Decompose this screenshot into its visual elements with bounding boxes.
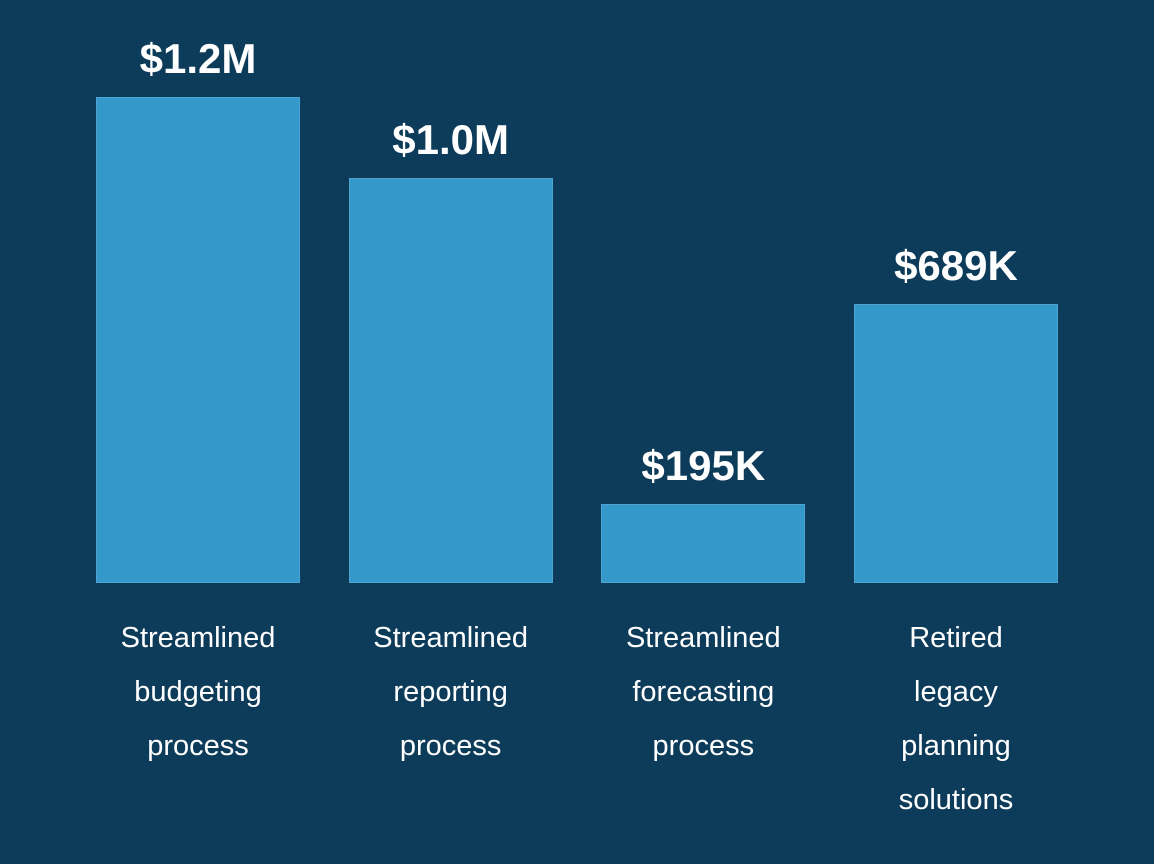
category-label-line: process (399, 730, 502, 762)
category-label-line: legacy (914, 676, 998, 708)
category-label-line: Streamlined (373, 622, 529, 654)
bar-area: $1.0M (348, 0, 553, 583)
category-label: Streamlined forecasting process (601, 611, 805, 773)
bar-value-label: $195K (641, 442, 766, 489)
category-label: Retired legacy planning solutions (854, 611, 1058, 827)
category-label-line: budgeting (134, 676, 262, 708)
bar (348, 178, 553, 583)
bar-area: $1.2M (96, 0, 300, 583)
bar-column: $1.0M Streamlined reporting process (348, 0, 553, 864)
category-label-line: planning (901, 730, 1011, 762)
bar-column: $689K Retired legacy planning solutions (853, 0, 1058, 864)
bar-column: $195K Streamlined forecasting process (601, 0, 806, 864)
category-label-line: Streamlined (120, 622, 276, 654)
bar (96, 97, 300, 583)
category-label-line: solutions (898, 784, 1014, 816)
bar (601, 504, 806, 583)
bar-area: $195K (601, 0, 806, 583)
category-label-line: Streamlined (625, 622, 781, 654)
bar-value-label: $1.0M (392, 116, 510, 163)
bar-column: $1.2M Streamlined budgeting process (96, 0, 300, 864)
bar-area: $689K (853, 0, 1058, 583)
bar (853, 304, 1058, 583)
bar-value-label: $1.2M (139, 35, 257, 82)
category-label-line: reporting (393, 676, 508, 708)
category-label-line: forecasting (632, 676, 775, 708)
bar-value-label: $689K (894, 242, 1018, 289)
category-label: Streamlined reporting process (349, 611, 553, 773)
category-label-line: process (147, 730, 249, 762)
category-label-line: Retired (909, 622, 1003, 654)
category-label-line: process (652, 730, 755, 762)
category-label: Streamlined budgeting process (96, 611, 300, 773)
